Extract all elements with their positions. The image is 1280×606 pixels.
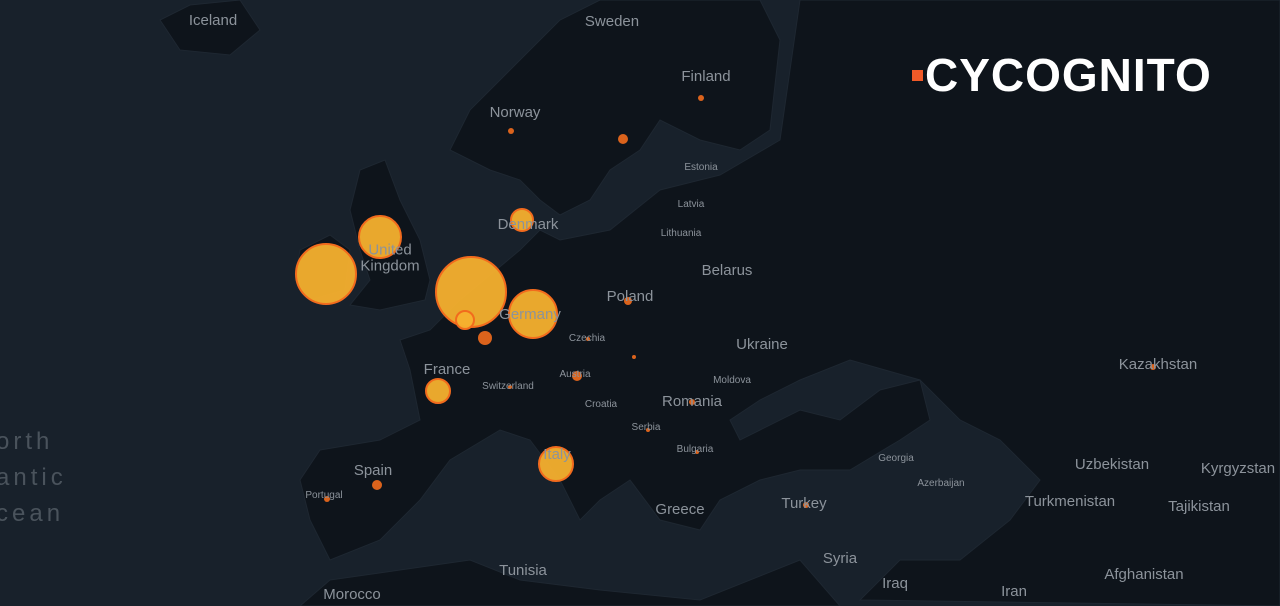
- country-label: Tajikistan: [1168, 498, 1230, 516]
- location-marker[interactable]: [618, 134, 628, 144]
- country-label: Afghanistan: [1104, 566, 1184, 584]
- country-label: Spain: [353, 462, 393, 480]
- location-marker[interactable]: [689, 399, 695, 405]
- location-marker[interactable]: [698, 95, 704, 101]
- country-label: Serbia: [631, 421, 661, 433]
- location-marker[interactable]: [478, 331, 492, 345]
- location-marker[interactable]: [324, 496, 330, 502]
- location-marker[interactable]: [624, 297, 632, 305]
- country-label: Iceland: [188, 12, 238, 30]
- country-label: Ukraine: [736, 336, 788, 354]
- country-label: Czechia: [568, 332, 606, 344]
- land-iceland: [159, 0, 261, 56]
- location-marker[interactable]: [695, 450, 699, 454]
- location-marker[interactable]: [508, 289, 558, 339]
- country-label: Kazakhstan: [1118, 356, 1198, 374]
- country-label: Portugal: [305, 489, 343, 501]
- country-label: Uzbekistan: [1074, 456, 1150, 474]
- country-label: France: [423, 361, 471, 379]
- country-label: Germany: [499, 306, 561, 324]
- ocean-label-line: orth: [0, 428, 54, 455]
- location-marker[interactable]: [538, 446, 574, 482]
- country-label: Kyrgyzstan: [1200, 460, 1276, 478]
- location-marker[interactable]: [586, 337, 590, 341]
- location-marker[interactable]: [510, 208, 534, 232]
- location-marker[interactable]: [646, 428, 650, 432]
- country-label: Morocco: [323, 586, 381, 604]
- ocean-label-line: antic: [0, 464, 67, 491]
- country-label: Syria: [822, 550, 858, 568]
- country-label: Bulgaria: [676, 443, 714, 455]
- location-marker[interactable]: [455, 310, 475, 330]
- country-label: Iran: [1001, 583, 1027, 601]
- country-label: Turkmenistan: [1024, 493, 1116, 511]
- country-label: Latvia: [677, 198, 705, 210]
- country-label: Sweden: [584, 13, 640, 31]
- country-label: Tunisia: [499, 562, 547, 580]
- country-label: Belarus: [701, 262, 753, 280]
- country-label: Georgia: [878, 452, 914, 464]
- land-africa: [299, 559, 841, 606]
- country-label: Moldova: [713, 374, 751, 386]
- logo-square-icon: [912, 69, 923, 81]
- location-marker[interactable]: [508, 128, 514, 134]
- country-label: Poland: [606, 288, 654, 306]
- location-marker[interactable]: [572, 371, 582, 381]
- country-label: Iraq: [882, 575, 908, 593]
- logo-text: CYCOGNITO: [925, 49, 1212, 101]
- location-marker[interactable]: [508, 385, 512, 389]
- location-marker[interactable]: [632, 355, 636, 359]
- country-label: Greece: [655, 501, 705, 519]
- location-marker[interactable]: [372, 480, 382, 490]
- location-marker[interactable]: [425, 378, 451, 404]
- country-label: Azerbaijan: [917, 477, 965, 489]
- country-label: Lithuania: [660, 227, 702, 239]
- country-label: Croatia: [584, 398, 618, 410]
- country-label: United Kingdom: [360, 241, 420, 274]
- country-label: Romania: [661, 393, 723, 411]
- location-marker[interactable]: [358, 215, 402, 259]
- land-scandinavia: [449, 0, 781, 216]
- location-marker[interactable]: [803, 502, 809, 508]
- country-label: Italy: [543, 446, 571, 464]
- ocean-label-line: cean: [0, 500, 65, 527]
- country-label: Denmark: [497, 216, 559, 234]
- country-label: Finland: [681, 68, 731, 86]
- location-marker[interactable]: [1150, 364, 1156, 370]
- markers: [295, 95, 1156, 508]
- country-label: Austria: [559, 368, 591, 380]
- location-marker[interactable]: [295, 243, 357, 305]
- country-label: Estonia: [684, 161, 718, 173]
- country-label: Norway: [489, 104, 541, 122]
- country-label: Switzerland: [482, 380, 534, 392]
- cycognito-logo: CYCOGNITO: [912, 52, 1212, 98]
- ocean-label: orth antic cean: [0, 424, 67, 532]
- country-label: Turkey: [781, 495, 827, 513]
